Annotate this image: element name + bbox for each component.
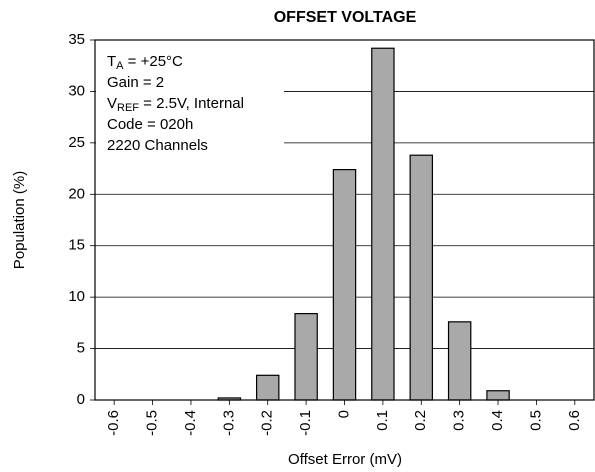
bar <box>409 154 434 401</box>
annotation-part: V <box>107 95 117 112</box>
bar <box>371 47 395 401</box>
annotation-part: Code = 020h <box>107 116 193 133</box>
bar <box>332 169 357 401</box>
y-tick-label: 5 <box>77 340 85 357</box>
y-tick-label: 25 <box>68 134 85 151</box>
chart-title: OFFSET VOLTAGE <box>274 9 417 26</box>
annotation: VREF = 2.5V, Internal <box>107 95 244 114</box>
x-tick-label: 0.2 <box>412 410 429 431</box>
annotation-part: T <box>107 53 116 70</box>
x-tick-label: 0.3 <box>451 410 468 431</box>
x-axis-label: Offset Error (mV) <box>288 451 402 468</box>
annotation-part: = +25°C <box>124 53 184 70</box>
annotation-part: = 2.5V, Internal <box>139 95 244 112</box>
x-tick-label: 0 <box>335 410 352 418</box>
bar <box>447 321 472 401</box>
x-tick-label: -0.3 <box>220 410 237 436</box>
annotation: TA = +25°C <box>107 53 183 72</box>
x-tick-label: 0.1 <box>374 410 391 431</box>
x-tick-label: 0.5 <box>527 410 544 431</box>
y-tick-label: 10 <box>68 288 85 305</box>
y-tick-label: 30 <box>68 82 85 99</box>
annotation-background <box>96 41 284 145</box>
y-tick-label: 15 <box>68 237 85 254</box>
x-tick-label: -0.2 <box>259 410 276 436</box>
bar <box>255 374 280 401</box>
annotation-part: Gain = 2 <box>107 74 164 91</box>
y-tick-label: 35 <box>68 31 85 48</box>
y-tick-label: 0 <box>77 391 85 408</box>
annotation: Code = 020h <box>107 116 193 133</box>
y-tick-label: 20 <box>68 185 85 202</box>
x-tick-label: -0.1 <box>297 410 314 436</box>
annotation: Gain = 2 <box>107 74 164 91</box>
x-tick-label: 0.4 <box>489 410 506 431</box>
x-tick-label: -0.5 <box>144 410 161 436</box>
bar <box>486 390 510 401</box>
bar <box>294 313 318 401</box>
annotation-part: REF <box>117 102 139 114</box>
annotation-part: A <box>116 60 124 72</box>
y-axis-label: Population (%) <box>11 171 28 269</box>
plot-frame <box>94 39 595 401</box>
annotation-part: 2220 Channels <box>107 137 208 154</box>
x-tick-label: -0.4 <box>182 410 199 436</box>
x-tick-label: -0.6 <box>105 410 122 436</box>
x-tick-label: 0.6 <box>566 410 583 431</box>
annotation: 2220 Channels <box>107 137 208 154</box>
